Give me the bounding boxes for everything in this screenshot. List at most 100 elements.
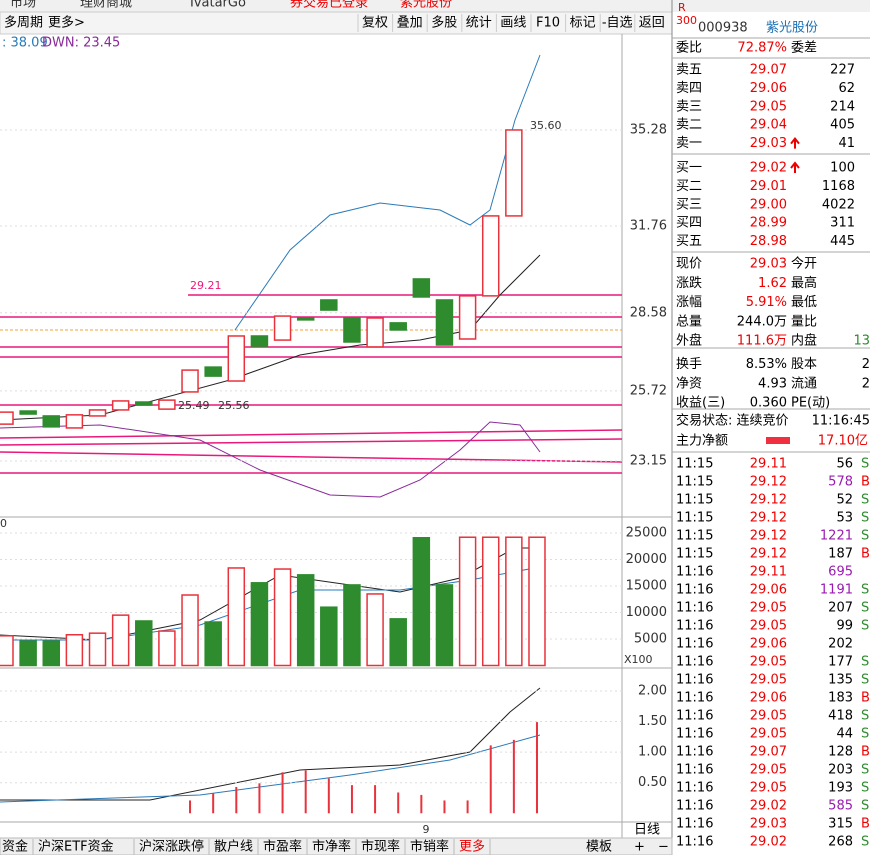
- trade-time: 11:15: [676, 493, 713, 508]
- quote-label: 现价: [676, 257, 702, 272]
- trade-volume: 44: [836, 727, 853, 742]
- trade-side: B: [861, 547, 870, 562]
- top-menu: 市场: [10, 0, 36, 11]
- book-volume: 227: [830, 63, 855, 78]
- candle: [158, 399, 176, 410]
- tab[interactable]: 市销率: [410, 839, 449, 855]
- value: 72.87%: [737, 41, 787, 56]
- tab[interactable]: 市盈率: [263, 839, 302, 855]
- volume-bar: [320, 606, 338, 667]
- volume-bar: [435, 584, 454, 667]
- toolbar-button[interactable]: 标记: [570, 16, 596, 31]
- quote-value: 111.6万: [737, 334, 787, 349]
- trade-side: S: [861, 673, 869, 688]
- tab[interactable]: 沪深涨跌停: [139, 839, 204, 855]
- trade-price: 29.11: [750, 457, 787, 472]
- volume-bar: [88, 632, 107, 667]
- trade-price: 29.05: [750, 763, 787, 778]
- book-volume: 100: [830, 161, 855, 176]
- quote-label: 收益(三): [676, 396, 725, 411]
- trade-price: 29.05: [750, 655, 787, 670]
- trade-volume: 99: [836, 619, 853, 634]
- label: 委差: [791, 41, 817, 56]
- price-annotation: 29.21: [190, 279, 222, 292]
- tab: 日线: [634, 823, 660, 838]
- tab[interactable]: 沪深ETF资金: [38, 839, 114, 855]
- trade-side: S: [861, 763, 869, 778]
- volume-bar: [481, 536, 500, 667]
- toolbar-button[interactable]: 多股: [431, 15, 457, 31]
- toolbar-button[interactable]: 画线: [500, 16, 526, 31]
- y-tick-label: 35.28: [630, 122, 667, 137]
- y-tick-label: 0.50: [638, 775, 667, 790]
- y-tick-label: 5000: [634, 631, 667, 646]
- candle: [366, 317, 384, 348]
- book-volume: 311: [830, 216, 855, 231]
- candle: [111, 400, 130, 411]
- trade-volume: 177: [828, 655, 853, 670]
- book-volume: 62: [838, 81, 855, 96]
- volume-bar: [158, 630, 176, 667]
- trade-time: 11:15: [676, 529, 713, 544]
- toolbar-button[interactable]: 返回: [639, 16, 665, 31]
- book-volume: 405: [830, 118, 855, 133]
- book-price: 29.05: [750, 99, 787, 114]
- quote-value: 1.62: [758, 276, 787, 291]
- candle: [0, 411, 14, 425]
- trade-volume: 56: [836, 457, 853, 472]
- candle: [19, 410, 37, 415]
- trade-side: S: [861, 799, 869, 814]
- price-annotation: 25.56: [218, 399, 250, 412]
- trade-price: 29.12: [750, 493, 787, 508]
- trade-volume: 128: [828, 745, 853, 760]
- trade-time: 11:16: [676, 673, 713, 688]
- candle: [481, 215, 500, 297]
- x-label: 9: [423, 823, 430, 836]
- book-price: 29.07: [750, 63, 787, 78]
- trade-price: 29.05: [750, 673, 787, 688]
- y-tick-label: 15000: [626, 578, 667, 593]
- trade-volume: 203: [828, 763, 853, 778]
- trade-price: 29.05: [750, 727, 787, 742]
- tab[interactable]: 市现率: [361, 839, 400, 855]
- volume-bar: [227, 567, 246, 667]
- volume-zero: 0: [0, 517, 7, 530]
- trade-volume: 418: [828, 709, 853, 724]
- badge: R: [678, 1, 686, 14]
- y-tick-label: 23.15: [630, 453, 667, 468]
- book-volume: 41: [838, 136, 855, 151]
- candle: [435, 299, 454, 346]
- trade-price: 29.12: [750, 475, 787, 490]
- quote-label: 外盘: [676, 333, 702, 349]
- trade-volume: 207: [828, 601, 853, 616]
- quote-label: 今开: [791, 256, 817, 272]
- tab[interactable]: 市净率: [312, 839, 351, 855]
- trade-side: B: [861, 745, 870, 760]
- trade-price: 29.07: [750, 745, 787, 760]
- top-menu: IvatarGo: [190, 0, 246, 11]
- top-bar: [0, 0, 870, 12]
- candle: [389, 322, 407, 331]
- trade-side: S: [861, 529, 869, 544]
- toolbar-button[interactable]: 复权: [362, 15, 388, 31]
- toolbar-button[interactable]: 统计: [466, 16, 492, 31]
- toolbar-button[interactable]: F10: [536, 16, 560, 31]
- toolbar-button[interactable]: 叠加: [397, 16, 423, 31]
- label: 委比: [676, 41, 702, 56]
- book-price: 29.04: [750, 118, 787, 133]
- quote-label: 量比: [791, 314, 817, 329]
- volume-bar: [366, 593, 384, 667]
- trade-side: S: [861, 511, 869, 526]
- book-price: 29.01: [750, 179, 787, 194]
- tab[interactable]: 散户线: [214, 839, 253, 855]
- toolbar-item: 更多>: [48, 15, 85, 31]
- stock-code: 000938: [698, 21, 748, 36]
- tab: 模板: [586, 840, 612, 855]
- toolbar-button[interactable]: -自选: [602, 16, 633, 31]
- tab[interactable]: 更多: [459, 839, 485, 855]
- candle: [296, 317, 315, 321]
- trade-price: 29.12: [750, 547, 787, 562]
- volume-bar: [65, 634, 84, 667]
- tab[interactable]: 资金: [2, 839, 28, 855]
- trade-volume: 695: [828, 565, 853, 580]
